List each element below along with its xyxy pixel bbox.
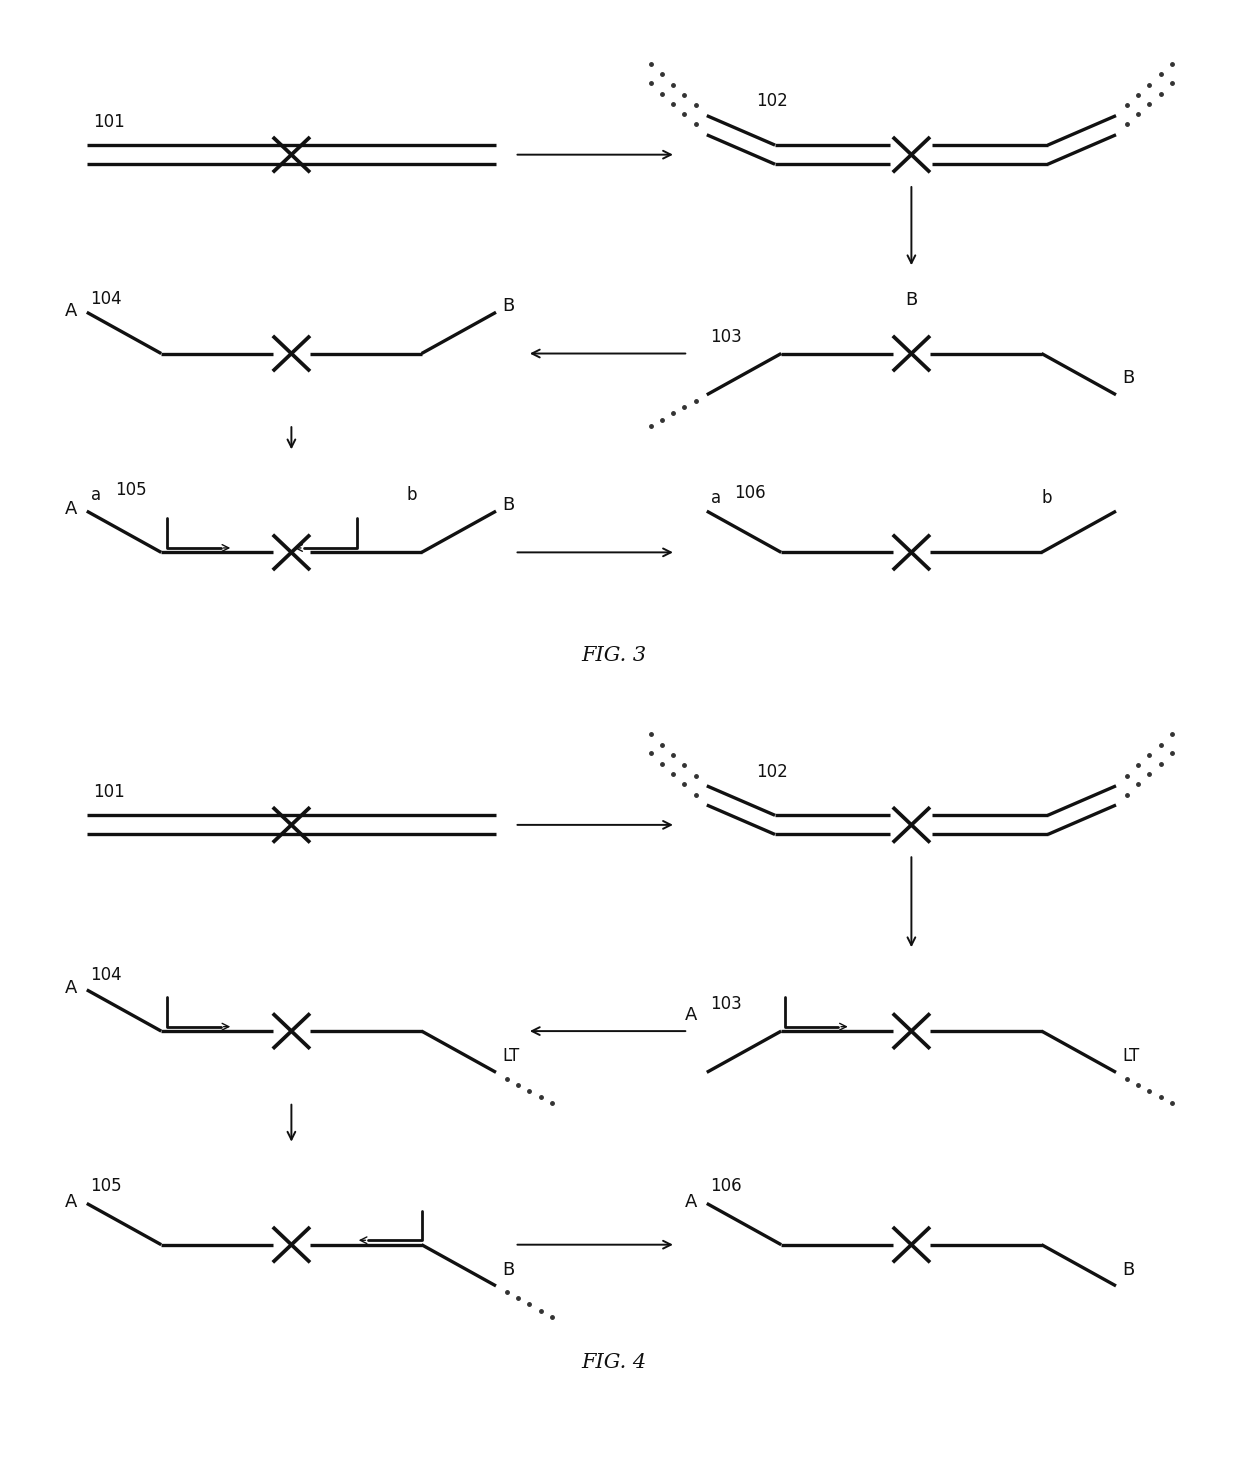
Text: B: B: [502, 1261, 515, 1279]
Text: B: B: [1122, 1261, 1135, 1279]
Text: 101: 101: [93, 784, 125, 801]
Text: A: A: [64, 302, 77, 320]
Text: A: A: [64, 980, 77, 997]
Text: A: A: [684, 1006, 697, 1024]
Text: 103: 103: [711, 328, 743, 346]
Text: b: b: [407, 486, 417, 504]
Text: 106: 106: [711, 1177, 743, 1195]
Text: 101: 101: [93, 113, 125, 131]
Text: 106: 106: [734, 485, 766, 502]
Text: LT: LT: [502, 1047, 520, 1065]
Text: B: B: [502, 298, 515, 315]
Text: 104: 104: [91, 290, 123, 308]
Text: 105: 105: [91, 1177, 123, 1195]
Text: 103: 103: [711, 996, 743, 1013]
Text: 105: 105: [115, 482, 148, 499]
Text: FIG. 4: FIG. 4: [582, 1354, 646, 1371]
Text: A: A: [64, 1193, 77, 1211]
Text: B: B: [502, 496, 515, 514]
Text: b: b: [1042, 489, 1052, 507]
Text: B: B: [905, 292, 918, 309]
Text: A: A: [64, 501, 77, 518]
Text: LT: LT: [1122, 1047, 1140, 1065]
Text: a: a: [91, 486, 100, 504]
Text: 102: 102: [756, 93, 789, 110]
Text: 104: 104: [91, 966, 123, 984]
Text: 102: 102: [756, 763, 789, 781]
Text: a: a: [711, 489, 720, 507]
Text: FIG. 3: FIG. 3: [582, 647, 646, 664]
Text: A: A: [684, 1193, 697, 1211]
Text: B: B: [1122, 370, 1135, 387]
